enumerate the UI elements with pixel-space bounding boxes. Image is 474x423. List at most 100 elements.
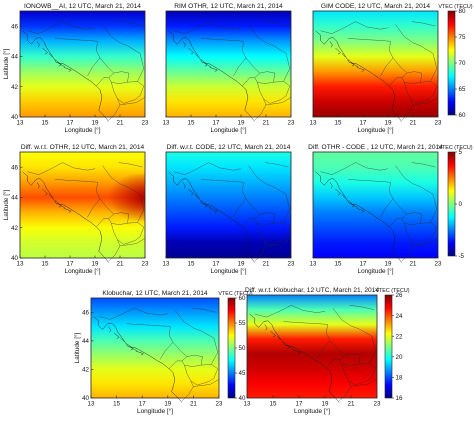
colorbar-tick-label: 26: [396, 292, 403, 299]
x-tick-label: 19: [238, 261, 245, 268]
island-outline: [108, 326, 112, 333]
x-tick-label: 23: [435, 261, 442, 268]
island-outline: [270, 330, 276, 338]
country-border: [126, 323, 174, 360]
x-tick-label: 17: [67, 120, 74, 127]
colorbar-gradient: [447, 151, 456, 257]
country-border: [193, 379, 220, 387]
panel-title: Diff. OTHR - CODE , 12 UTC, March 21, 20…: [308, 144, 443, 151]
heatmap-anomaly: [76, 174, 145, 221]
country-border: [349, 305, 375, 310]
colorbar-tick-label: 45: [239, 370, 246, 377]
x-tick-label: 21: [263, 261, 270, 268]
chart-panel-5: Diff. w.r.t. CODE, 12 UTC, March 21, 201…: [163, 144, 295, 275]
island-outline: [42, 47, 48, 55]
island-outline: [135, 350, 144, 356]
country-border: [254, 305, 326, 318]
island-outline: [350, 203, 359, 209]
country-border: [168, 360, 177, 369]
x-axis-label: Longitude [°]: [65, 126, 101, 134]
island-outline: [194, 194, 199, 199]
plot-frame: [19, 151, 146, 259]
country-border: [27, 21, 96, 34]
country-border: [347, 38, 394, 77]
x-tick-label: 17: [296, 401, 303, 408]
island-outline: [356, 67, 365, 72]
country-border: [389, 77, 397, 87]
island-outline: [341, 53, 346, 58]
country-border: [27, 162, 96, 175]
island-outline: [203, 203, 212, 209]
x-axis-label: Longitude [°]: [294, 407, 330, 415]
x-axis-label: Longitude [°]: [358, 267, 394, 275]
plot-frame: [90, 297, 220, 399]
island-outline: [63, 67, 72, 72]
country-border: [395, 165, 437, 223]
x-tick-label: 23: [435, 120, 442, 127]
country-border: [96, 77, 104, 87]
x-tick-label: 23: [374, 401, 381, 408]
chart-panel-1: IONOWB__AI, 12 UTC, March 21, 2014 13 15 17…: [2, 3, 149, 134]
coastline: [315, 30, 402, 122]
chart-panel-7: Klobuchar, 12 UTC, March 21, 2014 13 15 17 1…: [73, 290, 223, 415]
heatmap-field: [247, 295, 377, 398]
island-outline: [57, 62, 66, 68]
island-outline: [36, 41, 40, 48]
island-outline: [350, 62, 359, 68]
colorbar-label: VTEC (TECU): [438, 4, 472, 10]
x-axis-label: Longitude [°]: [137, 407, 173, 415]
panel-title: RIM OTHR, 12 UTC, March 21, 2014: [174, 3, 283, 10]
colorbar-gradient: [227, 297, 236, 399]
country-border: [118, 162, 143, 168]
colorbar-label: VTEC (TECU): [375, 288, 409, 294]
x-tick-label: 21: [117, 261, 124, 268]
country-border: [401, 82, 414, 121]
island-outline: [48, 194, 53, 199]
x-tick-label: 21: [190, 401, 197, 408]
chart-panel-8: Diff. w.r.t. Klobuchar, 12 UTC, March 21…: [244, 287, 381, 415]
x-tick-label: 19: [238, 120, 245, 127]
x-tick-label: 13: [163, 120, 170, 127]
panel-title: Klobuchar, 12 UTC, March 21, 2014: [102, 290, 208, 297]
island-outline: [203, 62, 212, 68]
x-tick-label: 15: [335, 261, 342, 268]
plot-frame: [246, 294, 378, 399]
coastline: [168, 171, 255, 263]
x-tick-label: 19: [92, 120, 99, 127]
country-border: [108, 223, 121, 262]
colorbar-tick-label: 80: [459, 8, 466, 15]
colorbar-tick-label: 22: [396, 333, 403, 340]
plot-frame: [19, 10, 146, 118]
island-outline: [209, 208, 218, 213]
island-outline: [335, 47, 341, 55]
x-tick-label: 13: [17, 120, 24, 127]
colorbar-tick-label: 0: [459, 201, 463, 208]
country-border: [54, 38, 101, 77]
country-border: [332, 308, 376, 364]
chart-panel-2: RIM OTHR, 12 UTC, March 21, 2014 13 15 17 19…: [163, 3, 295, 134]
colorbar-label: VTEC (TECU): [218, 291, 252, 297]
x-tick-label: 17: [67, 261, 74, 268]
x-tick-label: 13: [244, 401, 251, 408]
island-outline: [188, 188, 194, 196]
x-tick-label: 19: [164, 401, 171, 408]
country-border: [320, 162, 389, 175]
coastline: [22, 171, 109, 263]
country-border: [108, 82, 121, 121]
x-tick-label: 17: [360, 120, 367, 127]
country-border: [320, 21, 389, 34]
country-border: [242, 77, 250, 87]
colorbar: VTEC (TECU)60 55 50 45 40: [218, 291, 252, 402]
island-outline: [276, 336, 281, 341]
y-tick-label: 40: [11, 114, 18, 121]
colorbar-tick-label: 50: [239, 345, 246, 352]
country-border: [175, 310, 218, 365]
coastline: [93, 316, 183, 403]
coastline: [249, 313, 340, 403]
country-border: [118, 21, 143, 27]
heatmap-field: [313, 152, 438, 258]
country-border: [54, 179, 101, 218]
x-tick-label: 13: [163, 261, 170, 268]
heatmap-field: [166, 152, 291, 258]
country-border: [265, 97, 292, 106]
